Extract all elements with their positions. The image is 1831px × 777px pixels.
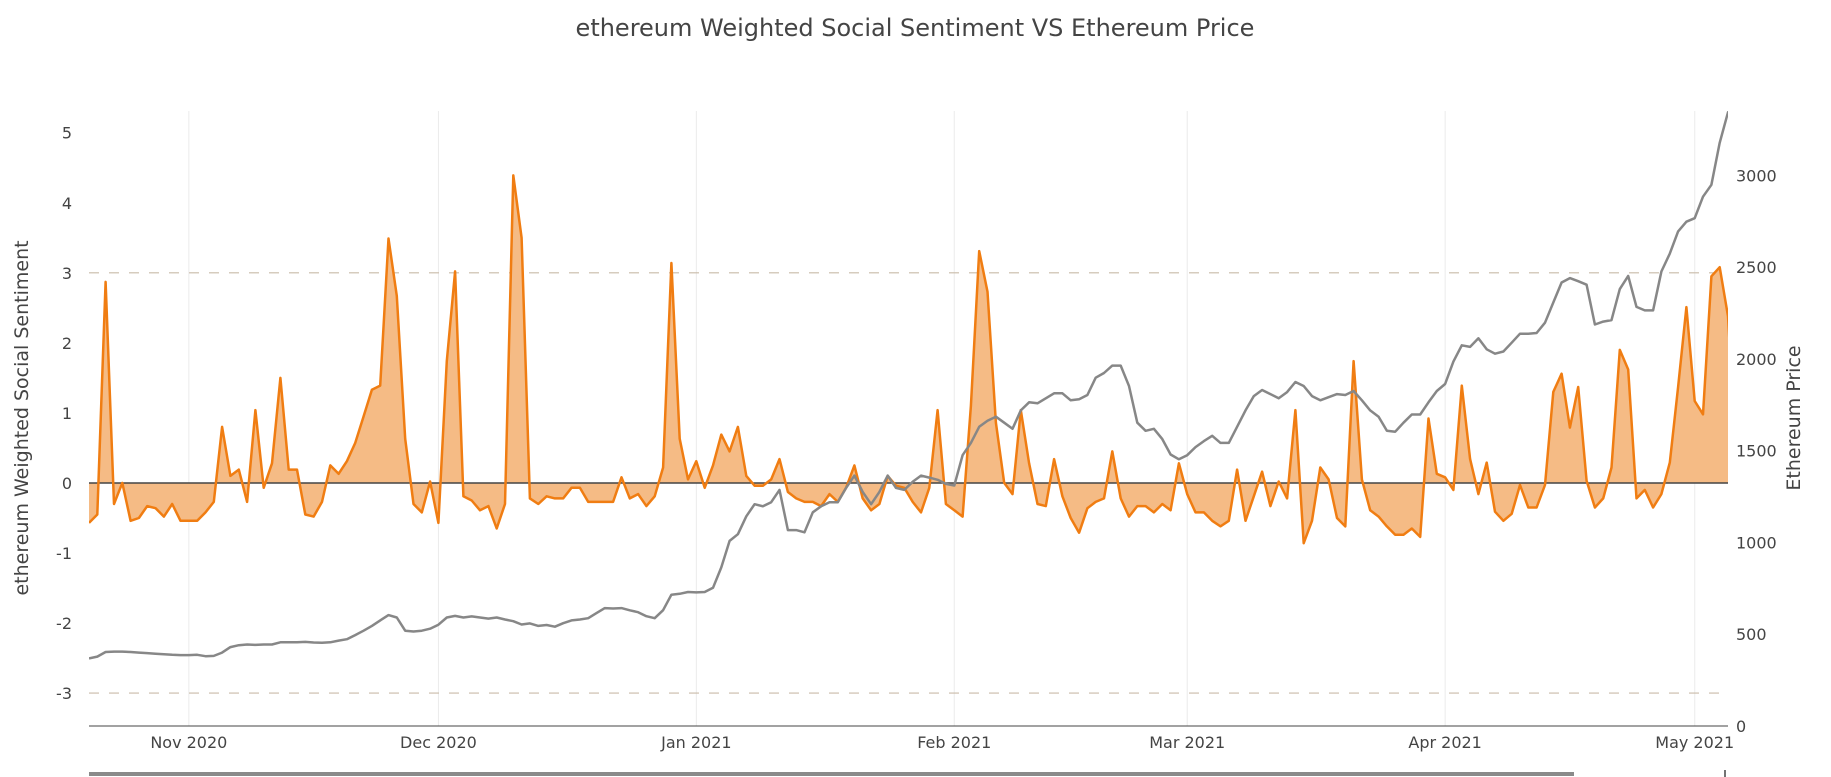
left-y-tick-label: 1 (62, 404, 72, 423)
left-y-tick-label: 4 (62, 194, 72, 213)
x-tick-label: Apr 2021 (1408, 733, 1481, 752)
right-y-tick-label: 1500 (1736, 442, 1777, 461)
plot-area[interactable] (89, 102, 1736, 727)
x-tick-label: Feb 2021 (917, 733, 991, 752)
range-slider-handle[interactable] (89, 772, 1574, 776)
x-gridlines (188, 111, 1696, 726)
left-y-tick-label: 3 (62, 264, 72, 283)
right-y-tick-label: 0 (1736, 717, 1746, 736)
left-y-tick-label: 0 (62, 474, 72, 493)
x-tick-label: Dec 2020 (400, 733, 477, 752)
left-y-axis: -3 -2 -1 0 1 2 3 4 5 (56, 124, 72, 703)
x-tick-label: Mar 2021 (1149, 733, 1225, 752)
x-axis: Nov 2020 Dec 2020 Jan 2021 Feb 2021 Mar 2021… (150, 733, 1734, 752)
left-y-tick-label: -3 (56, 684, 72, 703)
right-y-tick-label: 500 (1736, 625, 1767, 644)
x-tick-label: May 2021 (1655, 733, 1734, 752)
right-y-tick-label: 3000 (1736, 166, 1777, 185)
left-y-tick-label: -2 (56, 614, 72, 633)
right-y-axis-title: Ethereum Price (1783, 345, 1805, 490)
left-y-tick-label: -1 (56, 544, 72, 563)
right-y-tick-label: 2500 (1736, 258, 1777, 277)
right-y-tick-label: 1000 (1736, 533, 1777, 552)
chart-title: ethereum Weighted Social Sentiment VS Et… (576, 14, 1255, 42)
right-y-tick-label: 2000 (1736, 350, 1777, 369)
sentiment-area-fill (89, 175, 1728, 544)
price-line (89, 111, 1728, 660)
left-y-tick-label: 2 (62, 334, 72, 353)
left-y-axis-title: ethereum Weighted Social Sentiment (11, 240, 33, 595)
reference-lines (89, 272, 1728, 694)
left-y-tick-label: 5 (62, 124, 72, 143)
right-y-axis: 0 500 1000 1500 2000 2500 3000 (1736, 166, 1777, 736)
x-tick-label: Jan 2021 (660, 733, 731, 752)
series-group (89, 111, 1728, 660)
x-tick-label: Nov 2020 (150, 733, 227, 752)
sentiment-line (89, 174, 1728, 545)
